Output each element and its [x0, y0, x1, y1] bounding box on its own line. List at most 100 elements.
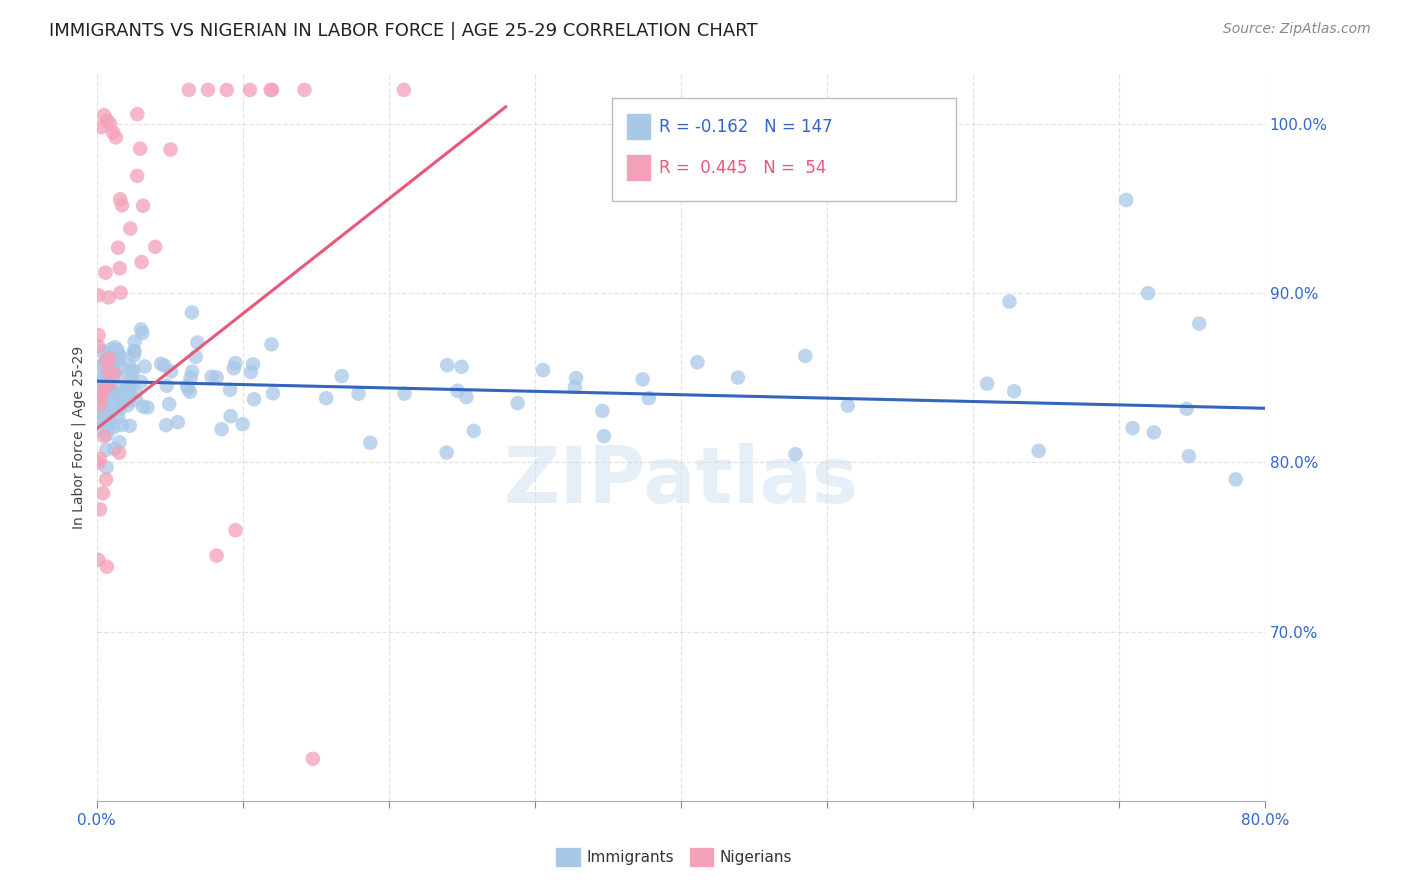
Point — [127, 169, 149, 183]
Point — [98, 359, 121, 373]
Point — [93, 377, 115, 392]
Point — [107, 241, 129, 255]
Point — [96, 379, 118, 393]
Point — [450, 359, 472, 374]
Point — [122, 344, 145, 359]
Point — [219, 383, 242, 397]
Point — [260, 83, 283, 97]
Point — [127, 107, 149, 121]
Point — [87, 456, 110, 470]
Point — [94, 266, 117, 280]
Point — [686, 355, 709, 369]
Point — [124, 344, 146, 359]
Point — [143, 240, 166, 254]
Point — [103, 442, 125, 456]
Point — [103, 389, 125, 403]
Point — [93, 108, 115, 122]
Point — [121, 377, 143, 392]
Point — [89, 398, 111, 412]
Point — [108, 350, 131, 364]
Point — [129, 375, 152, 389]
Point — [115, 381, 138, 395]
Point — [94, 473, 117, 487]
Point — [211, 422, 233, 436]
Point — [176, 379, 198, 393]
Point — [215, 83, 238, 97]
Point — [1178, 449, 1201, 463]
Point — [181, 365, 204, 379]
Point — [727, 370, 749, 384]
Point — [96, 427, 118, 442]
Point — [91, 384, 114, 399]
Point — [184, 350, 207, 364]
Point — [785, 447, 807, 461]
Point — [96, 460, 118, 475]
Point — [87, 339, 110, 353]
Point — [998, 294, 1021, 309]
Point — [166, 415, 188, 429]
Point — [591, 404, 613, 418]
Point — [89, 423, 111, 437]
Text: R =  0.445   N =  54: R = 0.445 N = 54 — [659, 159, 827, 177]
Point — [359, 435, 381, 450]
Point — [156, 378, 179, 392]
Point — [93, 368, 115, 382]
Point — [97, 408, 120, 422]
Point — [134, 359, 156, 374]
Point — [205, 549, 228, 563]
Point — [89, 451, 111, 466]
Point — [107, 353, 129, 368]
Point — [243, 392, 266, 407]
Point — [93, 359, 115, 373]
Point — [392, 83, 415, 97]
Point — [1188, 317, 1211, 331]
Point — [1175, 401, 1198, 416]
Point — [89, 502, 111, 516]
Point — [110, 417, 132, 432]
Point — [347, 386, 370, 401]
Point — [108, 261, 131, 276]
Y-axis label: In Labor Force | Age 25-29: In Labor Force | Age 25-29 — [72, 345, 86, 529]
Point — [96, 442, 118, 457]
Point — [117, 398, 139, 412]
Point — [110, 381, 132, 395]
Point — [87, 409, 110, 424]
Point — [103, 357, 125, 371]
Point — [219, 409, 242, 424]
Point — [506, 396, 529, 410]
Point — [225, 523, 247, 537]
Point — [101, 125, 124, 139]
Point — [157, 397, 180, 411]
Text: ZIPatlas: ZIPatlas — [503, 442, 858, 519]
Point — [436, 445, 458, 459]
Text: R = -0.162   N = 147: R = -0.162 N = 147 — [659, 118, 832, 136]
Point — [160, 364, 183, 378]
Point — [117, 380, 139, 394]
Point — [91, 486, 114, 500]
Point — [108, 397, 131, 411]
Point — [108, 445, 131, 459]
Point — [118, 359, 141, 373]
Point — [96, 113, 118, 128]
Point — [90, 344, 112, 359]
Point — [302, 752, 325, 766]
Point — [110, 285, 132, 300]
Text: Immigrants: Immigrants — [586, 850, 673, 864]
Point — [91, 358, 114, 372]
Point — [153, 359, 176, 373]
Point — [1143, 425, 1166, 440]
Point — [330, 369, 353, 384]
Point — [103, 420, 125, 434]
Point — [132, 400, 155, 414]
Point — [201, 369, 224, 384]
Point — [98, 409, 121, 424]
Point — [93, 375, 115, 389]
Point — [101, 396, 124, 410]
Point — [97, 347, 120, 361]
Point — [89, 405, 111, 419]
Point — [87, 392, 110, 406]
Point — [177, 83, 200, 97]
Point — [110, 360, 132, 375]
Point — [186, 335, 208, 350]
Point — [93, 391, 115, 405]
